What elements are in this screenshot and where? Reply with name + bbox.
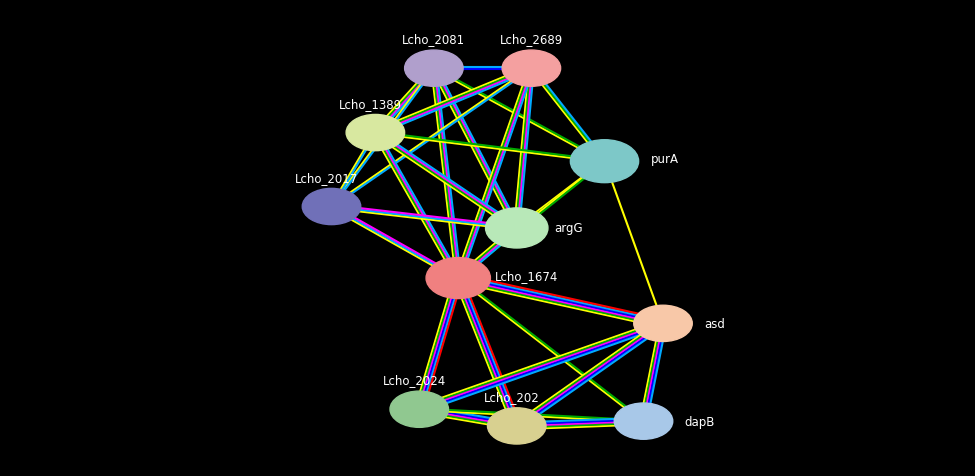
Text: Lcho_202: Lcho_202	[484, 390, 540, 403]
Ellipse shape	[486, 208, 548, 248]
Text: Lcho_2081: Lcho_2081	[403, 33, 465, 46]
Text: Lcho_2024: Lcho_2024	[383, 374, 446, 387]
Text: dapB: dapB	[684, 415, 715, 428]
Text: argG: argG	[554, 222, 582, 235]
Text: Lcho_2689: Lcho_2689	[500, 33, 563, 46]
Text: Lcho_2017: Lcho_2017	[295, 171, 358, 184]
Ellipse shape	[614, 403, 673, 439]
Ellipse shape	[302, 189, 361, 225]
Text: purA: purA	[651, 153, 680, 166]
Text: Lcho_1674: Lcho_1674	[495, 269, 559, 283]
Text: Lcho_1389: Lcho_1389	[339, 98, 402, 110]
Ellipse shape	[426, 258, 490, 299]
Ellipse shape	[634, 306, 692, 342]
Ellipse shape	[346, 115, 405, 151]
Ellipse shape	[488, 408, 546, 444]
Ellipse shape	[570, 140, 639, 183]
Text: asd: asd	[704, 317, 724, 330]
Ellipse shape	[502, 51, 561, 87]
Ellipse shape	[405, 51, 463, 87]
Ellipse shape	[390, 391, 448, 427]
